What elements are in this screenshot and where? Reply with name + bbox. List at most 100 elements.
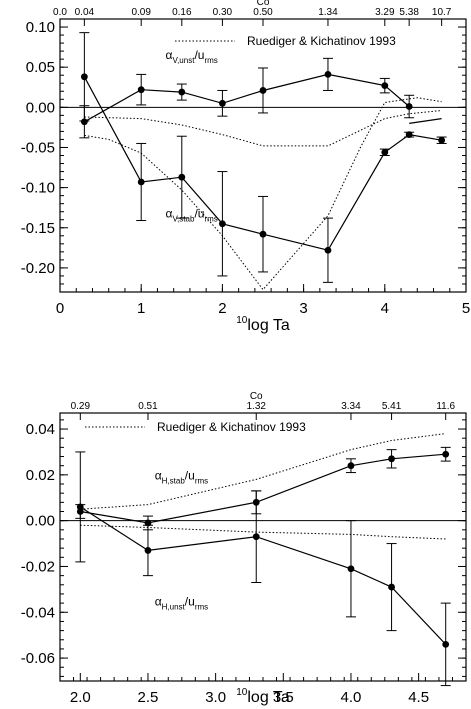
y-tick-label: -0.05 <box>21 139 55 156</box>
series-line <box>409 118 442 124</box>
data-point <box>388 583 395 591</box>
data-point <box>381 82 389 90</box>
x-axis-label-sup: 10 <box>236 687 248 698</box>
upper-panel: 0 1 2 3 4 5-0.20-0.15-0.10-0.050.000.050.100.… <box>21 0 470 334</box>
data-point <box>438 136 446 144</box>
data-point <box>252 533 260 541</box>
x-axis-label-text: log Ta <box>247 689 290 706</box>
data-point <box>347 462 355 470</box>
top-tick-label: 0.16 <box>172 7 192 18</box>
data-point <box>347 565 355 573</box>
y-tick-label: 0.00 <box>26 513 55 530</box>
label-slash: / <box>185 594 189 608</box>
series-0: αH,stab/urms <box>75 446 451 531</box>
top-axis-title: Co <box>257 0 270 8</box>
data-point <box>144 547 152 554</box>
legend-label: Ruediger & Kichatinov 1993 <box>247 34 396 48</box>
top-tick-label: 0.30 <box>213 7 233 18</box>
label-slash: / <box>185 468 189 482</box>
x-tick-label: 1 <box>137 300 145 317</box>
y-tick-label: 0.04 <box>26 421 55 438</box>
data-point <box>405 103 413 110</box>
series-2 <box>80 433 446 510</box>
top-tick-label: 0.09 <box>131 7 151 18</box>
series-label: αV,unst/urms <box>166 48 218 65</box>
top-tick-label: 0.50 <box>253 7 273 18</box>
top-tick-label: 0.04 <box>75 7 95 18</box>
model-curve <box>80 433 446 510</box>
label-main: α <box>166 48 173 62</box>
x-axis-label-sup: 10 <box>236 315 248 326</box>
x-tick-label: 3.5 <box>273 689 294 706</box>
label-main: α <box>155 468 162 482</box>
data-point <box>80 118 88 126</box>
data-point <box>388 455 395 463</box>
data-point <box>259 87 267 94</box>
y-tick-label: 0.02 <box>26 467 55 484</box>
data-point <box>178 88 186 96</box>
y-tick-label: -0.04 <box>21 604 55 621</box>
x-tick-label: 2 <box>218 300 226 317</box>
x-tick-label: 4.0 <box>341 689 362 706</box>
top-tick-label: 1.34 <box>318 7 338 18</box>
model-curve <box>80 524 446 540</box>
data-point <box>381 148 389 156</box>
top-tick-label: 1.32 <box>246 401 266 412</box>
label-sub: H,stab <box>162 476 186 485</box>
data-point <box>442 640 450 648</box>
data-point <box>219 99 226 107</box>
x-axis-label: 10log Ta <box>236 315 290 334</box>
x-tick-label: 5 <box>462 300 470 317</box>
label-sub: V,unst <box>172 56 195 65</box>
x-tick-label: 3.0 <box>205 689 226 706</box>
data-point <box>80 73 88 81</box>
series-3 <box>84 110 442 147</box>
label-den-main: u <box>198 48 205 62</box>
label-slash: / <box>194 48 198 62</box>
top-tick-label: 0.51 <box>138 401 158 412</box>
data-point <box>219 220 226 228</box>
series-3 <box>80 524 446 540</box>
top-tick-label: 5.41 <box>382 401 402 412</box>
x-tick-label: 2.0 <box>70 689 91 706</box>
series-1: αV,stab/urms <box>79 32 447 283</box>
x-tick-label: 4 <box>381 300 389 317</box>
lower-panel: 2.0 2.5 3.0 3.5 4.0 4.5 -0.06 -0.04 -0.02 0.00 0.0… <box>21 391 467 706</box>
y-tick-label: -0.06 <box>21 650 55 667</box>
series-line <box>80 453 446 524</box>
x-tick-label: 4.5 <box>408 689 429 706</box>
label-sub: H,unst <box>162 602 186 611</box>
y-tick-label: -0.15 <box>21 220 55 237</box>
series-4 <box>409 118 442 124</box>
label-den-main: u <box>198 206 205 220</box>
y-tick-label: -0.02 <box>21 558 55 575</box>
top-tick-label: 10.7 <box>432 7 452 18</box>
model-curve <box>84 110 442 147</box>
top-tick-label: 3.29 <box>375 7 395 18</box>
legend: Ruediger & Kichatinov 1993 <box>85 420 306 434</box>
label-den-sub: rms <box>195 476 208 485</box>
top-tick-label: 0.29 <box>71 401 91 412</box>
series-line <box>79 506 447 645</box>
series-label: αH,stab/urms <box>155 468 208 485</box>
series-line <box>84 73 410 123</box>
data-point <box>442 450 450 458</box>
legend: Ruediger & Kichatinov 1993 <box>175 34 396 48</box>
top-tick-label: 3.34 <box>341 401 361 412</box>
data-point <box>324 71 332 78</box>
label-den-sub: rms <box>195 602 208 611</box>
data-point <box>405 131 413 139</box>
data-point <box>144 519 152 527</box>
y-tick-label: 0.00 <box>26 99 55 116</box>
data-point <box>324 246 332 254</box>
plot-frame <box>59 412 467 682</box>
x-tick-label: 2.5 <box>138 689 159 706</box>
series-label: αH,unst/urms <box>155 594 208 611</box>
y-tick-label: 0.05 <box>26 59 55 76</box>
top-tick-label: 0.0 <box>53 7 67 18</box>
data-point <box>137 86 145 94</box>
series-label: αV,stab/urms <box>166 206 218 223</box>
x-tick-label: 0 <box>56 300 64 317</box>
data-point <box>76 503 84 511</box>
